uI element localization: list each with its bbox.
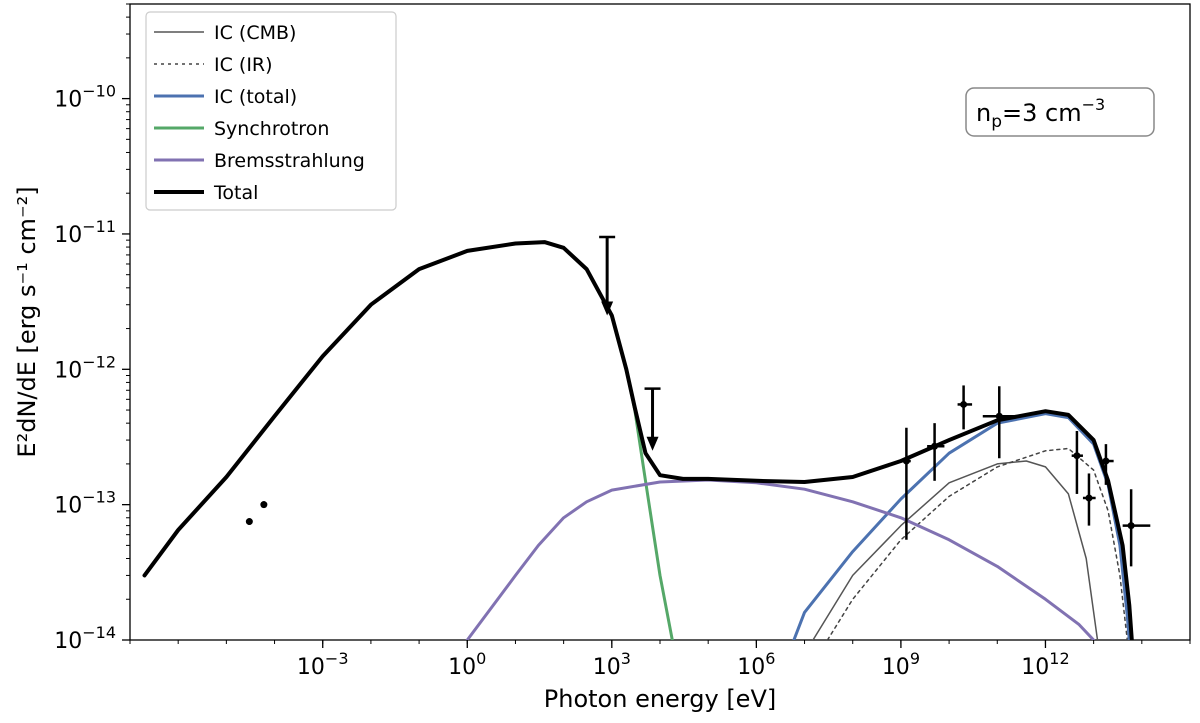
- series-line-ic-ir: [826, 447, 1129, 640]
- data-point-4: [927, 423, 945, 481]
- data-point-marker: [1085, 494, 1093, 502]
- x-tick-label: 103: [593, 649, 631, 680]
- data-point-marker: [902, 457, 910, 465]
- x-tick-label: 106: [737, 649, 775, 680]
- data-points-layer: [245, 235, 1151, 567]
- upper-limit-1: [599, 235, 616, 316]
- data-point-marker: [960, 400, 968, 408]
- y-tick-label: 10−13: [54, 488, 116, 519]
- legend-label-ic-cmb: IC (CMB): [214, 22, 296, 44]
- data-point-3: [900, 427, 911, 540]
- series-layer: [142, 240, 1134, 640]
- data-point-marker: [1127, 522, 1135, 530]
- x-tick-label: 100: [448, 649, 486, 680]
- data-point-8: [1082, 473, 1096, 526]
- legend-label-total: Total: [213, 182, 258, 204]
- legend-label-ic-total: IC (total): [214, 86, 297, 108]
- y-axis-ticks: 10−14 10−13 10−12 10−11 10−10: [54, 3, 130, 654]
- data-point-9: [1099, 444, 1114, 485]
- annotation-box: [965, 87, 1155, 137]
- x-tick-label: 109: [882, 649, 920, 680]
- series-line-total: [142, 240, 1134, 640]
- data-point-1: [245, 518, 253, 526]
- upper-limit-arrowhead: [601, 301, 614, 316]
- x-tick-label: 1012: [1021, 649, 1069, 680]
- data-point-marker: [260, 501, 268, 509]
- legend-label-bremsstrahlung: Bremsstrahlung: [214, 150, 365, 172]
- data-point-10: [1122, 489, 1151, 567]
- data-point-5: [957, 385, 973, 430]
- data-point-7: [1071, 431, 1083, 494]
- series-line-bremsstrahlung: [465, 478, 1096, 640]
- density-annotation: np=3 cm−3: [965, 87, 1155, 137]
- legend-frame: [145, 11, 397, 211]
- y-tick-label: 10−12: [54, 352, 116, 383]
- data-point-marker: [931, 442, 939, 450]
- series-line-synchrotron: [143, 240, 674, 640]
- data-point-marker: [245, 518, 253, 526]
- upper-limit-2: [644, 387, 661, 451]
- series-line-ic-total: [792, 412, 1131, 640]
- x-axis-label: Photon energy [eV]: [544, 685, 776, 713]
- x-axis-ticks: 10−3 100 103 106 109 1012: [129, 640, 1191, 680]
- y-axis-label: E²dN/dE [erg s⁻¹ cm⁻²]: [13, 186, 41, 457]
- data-point-marker: [995, 412, 1003, 420]
- y-tick-label: 10−11: [54, 217, 116, 248]
- data-point-marker: [1073, 452, 1081, 460]
- data-point-2: [260, 501, 268, 509]
- data-point-marker: [1102, 457, 1110, 465]
- y-tick-label: 10−14: [54, 623, 116, 654]
- legend-label-synchrotron: Synchrotron: [214, 118, 329, 140]
- x-tick-label: 10−3: [297, 649, 349, 680]
- legend-label-ic-ir: IC (IR): [214, 54, 273, 76]
- data-point-6: [982, 386, 1021, 459]
- annotation-text: np=3 cm−3: [976, 95, 1105, 132]
- legend: IC (CMB) IC (IR) IC (total) Synchrotron Brem…: [145, 11, 397, 211]
- upper-limit-arrowhead: [646, 436, 659, 451]
- y-tick-label: 10−10: [54, 82, 116, 113]
